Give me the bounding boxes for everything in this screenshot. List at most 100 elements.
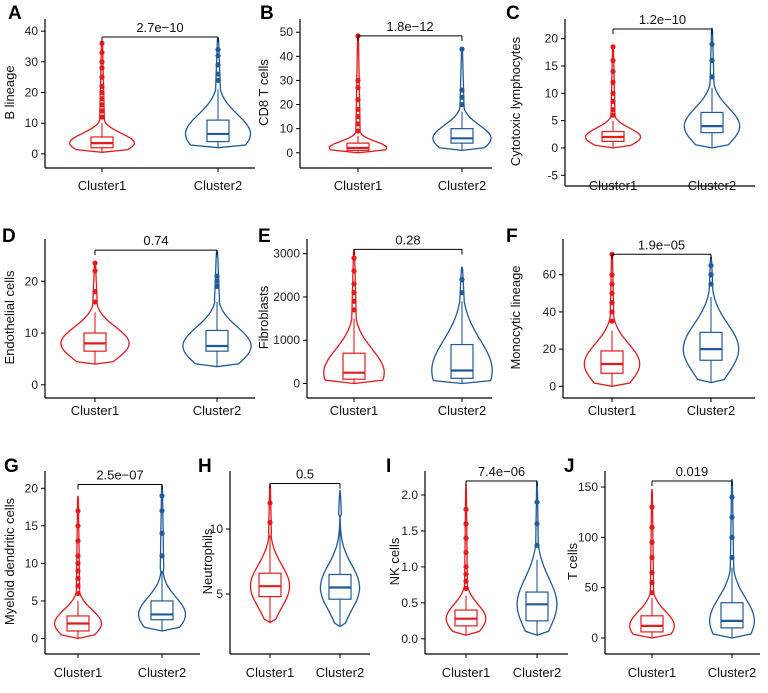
y-tick-label: 0 [591, 631, 598, 645]
outlier-point [351, 281, 357, 287]
panel-b: B 0 10 20 30 40 50 CD8 T cells Cluster1 Cluster2 1… [256, 3, 492, 193]
outlier-point [708, 281, 714, 287]
y-tick-label: 150 [578, 480, 598, 494]
box-iqr [720, 602, 744, 629]
x-category-label: Cluster1 [442, 665, 490, 680]
significance-bracket: 0.28 [353, 232, 463, 255]
outlier-point [463, 564, 469, 570]
box-iqr [205, 329, 229, 352]
y-tick-label: 2000 [273, 290, 300, 304]
significance-bracket: 0.5 [269, 467, 341, 489]
y-axis-title: B lineage [2, 65, 17, 119]
outlier-point [709, 41, 715, 47]
outlier-point [75, 590, 81, 597]
outlier-point [610, 107, 616, 113]
series-cluster2 [708, 478, 756, 639]
outlier-point [214, 283, 220, 290]
outlier-point [75, 538, 81, 544]
p-value-label: 0.74 [143, 233, 168, 248]
outlier-point [159, 553, 165, 559]
outlier-point [463, 549, 469, 556]
y-axis-title: Endothelial cells [2, 270, 17, 364]
outlier-point [649, 569, 655, 576]
violin-shape [708, 478, 756, 639]
outlier-point [92, 260, 98, 266]
y-tick-label: 5 [551, 114, 558, 128]
y-tick-label: 20 [25, 86, 39, 100]
outlier-point [159, 530, 165, 536]
y-tick-label: 20 [280, 98, 294, 112]
outlier-point [99, 65, 105, 71]
outlier-point [75, 508, 81, 514]
outlier-point [463, 521, 469, 527]
y-tick-label: 3000 [273, 247, 300, 261]
p-value-label: 2.5e−07 [96, 468, 143, 483]
series-cluster1 [584, 44, 642, 149]
outlier-point [459, 277, 465, 283]
panel-letter: F [506, 226, 518, 247]
panel-c: C -5 0 5 10 15 20 Cytotoxic lymphocytes Cluster1… [506, 3, 755, 193]
outlier-point [351, 255, 357, 261]
outlier-point [649, 580, 655, 586]
y-axis-title: T cells [565, 542, 580, 580]
y-tick-label: 0 [31, 147, 38, 161]
y-tick-label: 40 [280, 49, 294, 63]
outlier-point [459, 87, 465, 93]
x-category-label: Cluster2 [138, 665, 186, 680]
outlier-point [709, 74, 715, 80]
series-cluster2 [184, 37, 252, 149]
significance-bracket: 2.7e−10 [101, 20, 219, 42]
outlier-point [610, 98, 616, 105]
series-cluster2 [137, 484, 187, 632]
y-axis-title: Cytotoxic lymphocytes [508, 36, 523, 166]
outlier-point [99, 108, 105, 114]
outlier-point [534, 499, 540, 505]
outlier-point [99, 102, 105, 108]
violin-shape [319, 489, 361, 628]
series-cluster1 [53, 495, 103, 640]
outlier-point [355, 128, 361, 134]
significance-bracket: 1.2e−10 [612, 12, 713, 34]
outlier-point [215, 71, 221, 77]
y-tick-label: 20 [543, 342, 557, 356]
violin-shape [328, 35, 388, 154]
box-iqr [258, 572, 282, 598]
outlier-point [75, 575, 81, 582]
x-category-label: Cluster2 [688, 178, 736, 193]
outlier-point [649, 504, 655, 510]
box-iqr [150, 600, 174, 621]
outlier-point [534, 521, 540, 527]
panel-letter: I [386, 456, 391, 477]
y-tick-label: 20 [25, 274, 39, 288]
panel-e: E 0 1000 2000 3000 Fibroblasts Cluster1 Cluster… [256, 226, 493, 418]
outlier-point [99, 114, 105, 120]
x-category-label: Cluster2 [438, 403, 486, 418]
outlier-point [459, 101, 465, 108]
x-category-label: Cluster1 [78, 178, 126, 193]
series-cluster2 [682, 256, 740, 384]
y-tick-label: 20 [25, 481, 39, 495]
y-axis-title: Myeloid dendritic cells [2, 497, 17, 625]
y-axis-title: Fibroblasts [256, 285, 271, 349]
p-value-label: 2.7e−10 [136, 20, 183, 35]
series-cluster2 [431, 266, 493, 385]
outlier-point [214, 273, 220, 279]
x-category-label: Cluster2 [438, 178, 486, 193]
y-tick-label: 1.5 [401, 524, 418, 538]
p-value-label: 0.5 [296, 467, 314, 482]
outlier-point [355, 77, 361, 84]
outlier-point [215, 62, 221, 68]
outlier-point [351, 268, 357, 274]
series-cluster1 [60, 260, 130, 365]
y-tick-label: 20 [545, 32, 559, 46]
x-category-label: Cluster2 [708, 665, 756, 680]
x-category-label: Cluster2 [513, 665, 561, 680]
y-axis-title: Neutrophils [200, 528, 215, 594]
outlier-point [708, 272, 714, 278]
series-cluster1 [249, 483, 291, 624]
y-tick-label: 50 [280, 25, 294, 39]
y-tick-label: 30 [25, 55, 39, 69]
violin-shape [53, 495, 103, 640]
